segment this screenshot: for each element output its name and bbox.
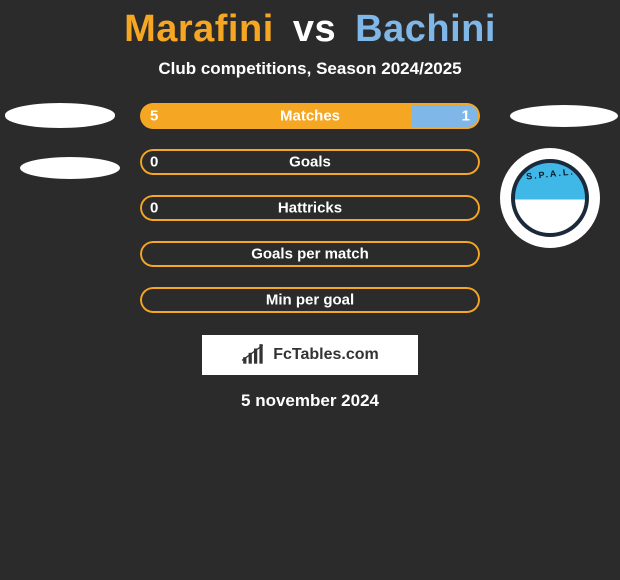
subtitle: Club competitions, Season 2024/2025 bbox=[0, 59, 620, 79]
watermark-text: FcTables.com bbox=[273, 346, 379, 364]
player2-badge-placeholder bbox=[510, 105, 618, 127]
bar-fill-left bbox=[140, 103, 412, 129]
stat-bar-row: 0 Hattricks bbox=[140, 195, 480, 221]
bar-value-left: 5 bbox=[150, 108, 158, 125]
stat-bar-row: 5 1 Matches bbox=[140, 103, 480, 129]
watermark[interactable]: FcTables.com bbox=[202, 335, 418, 375]
chart-icon bbox=[241, 344, 267, 366]
bar-label: Goals bbox=[289, 154, 331, 171]
bar-value-left: 0 bbox=[150, 200, 158, 217]
bar-label: Matches bbox=[280, 108, 340, 125]
player1-name: Marafini bbox=[124, 8, 274, 50]
player1-badge-placeholder-2 bbox=[20, 157, 120, 179]
player1-badge-placeholder bbox=[5, 103, 115, 128]
club-badge: S.P.A.L. bbox=[500, 148, 600, 248]
date-label: 5 november 2024 bbox=[0, 391, 620, 411]
vs-label: vs bbox=[293, 8, 336, 50]
bar-value-left: 0 bbox=[150, 154, 158, 171]
club-badge-inner: S.P.A.L. bbox=[511, 159, 589, 237]
bar-value-right: 1 bbox=[462, 108, 470, 125]
stat-bar-row: Goals per match bbox=[140, 241, 480, 267]
content-area: S.P.A.L. 5 1 Matches 0 Goals 0 Hattricks Goals … bbox=[0, 103, 620, 313]
stat-bar-row: Min per goal bbox=[140, 287, 480, 313]
comparison-title: Marafini vs Bachini bbox=[0, 8, 620, 51]
stat-bar-row: 0 Goals bbox=[140, 149, 480, 175]
player2-name: Bachini bbox=[355, 8, 496, 50]
bar-label: Goals per match bbox=[251, 246, 369, 263]
bar-label: Min per goal bbox=[266, 292, 354, 309]
comparison-card: Marafini vs Bachini Club competitions, S… bbox=[0, 0, 620, 411]
bar-label: Hattricks bbox=[278, 200, 342, 217]
stat-bars: 5 1 Matches 0 Goals 0 Hattricks Goals per match… bbox=[140, 103, 480, 313]
club-badge-text: S.P.A.L. bbox=[525, 166, 575, 181]
